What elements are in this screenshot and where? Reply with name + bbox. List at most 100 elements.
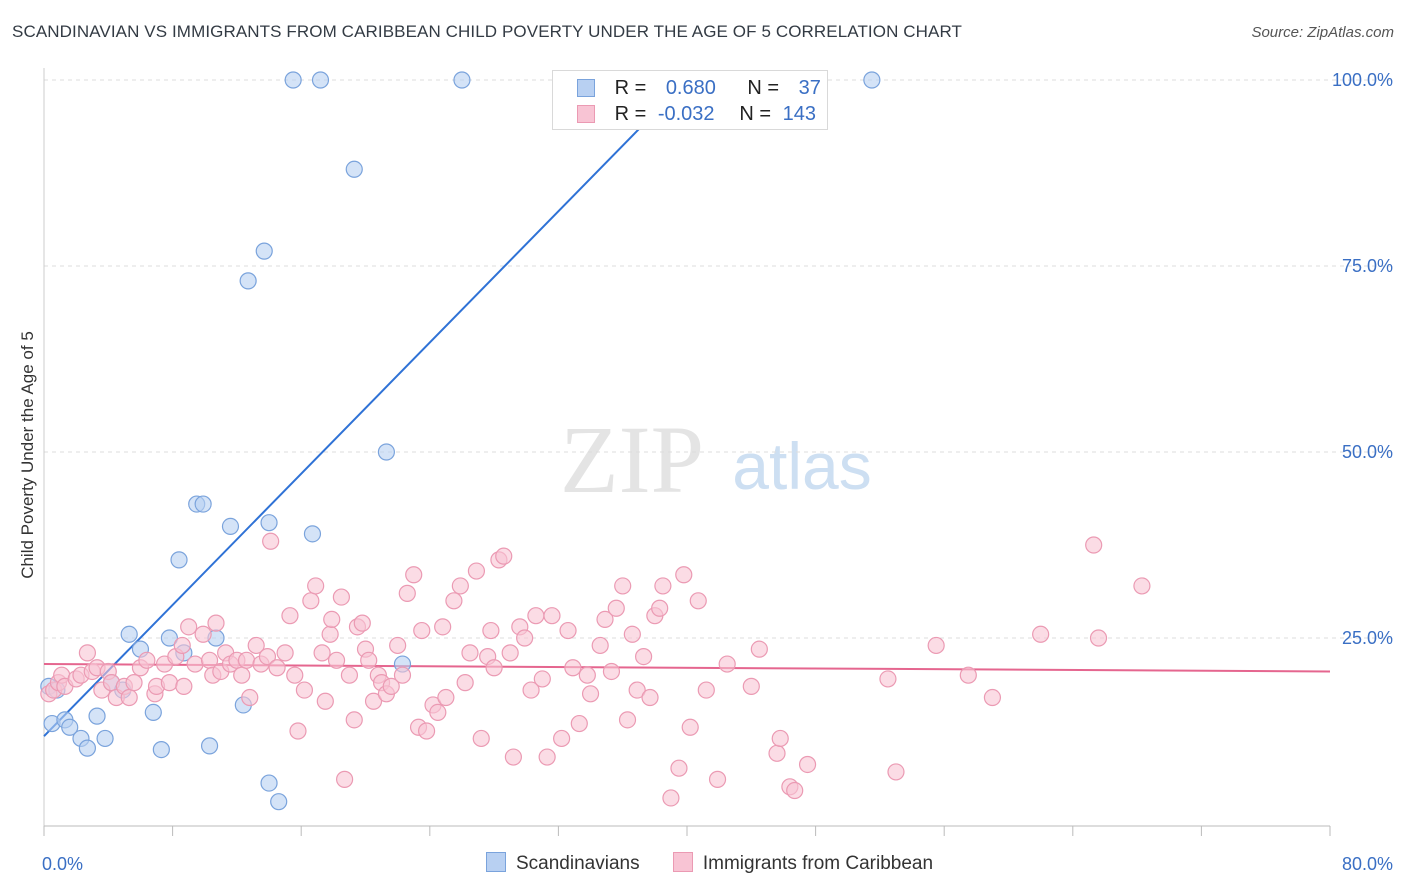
scandinavian-point bbox=[303, 525, 322, 543]
caribbean-point bbox=[959, 666, 977, 684]
caribbean-point bbox=[501, 644, 519, 662]
y-tick-label: 50.0% bbox=[1342, 442, 1393, 462]
x-tick-label: 0.0% bbox=[42, 854, 83, 874]
caribbean-point bbox=[581, 685, 600, 703]
caribbean-point bbox=[742, 677, 760, 695]
series-label-caribbean: Immigrants from Caribbean bbox=[702, 853, 934, 874]
caribbean-point bbox=[472, 729, 490, 748]
caribbean-point bbox=[543, 607, 561, 625]
caribbean-point bbox=[316, 692, 334, 710]
caribbean-point bbox=[1133, 577, 1151, 595]
caribbean-point bbox=[553, 729, 571, 748]
scandinavian-point bbox=[260, 774, 278, 792]
trend-line-scandinavians bbox=[43, 79, 688, 737]
caribbean-point bbox=[78, 644, 97, 662]
scandinavian-point bbox=[863, 71, 881, 89]
legend-r-value: 0.680 bbox=[665, 77, 716, 99]
caribbean-point bbox=[345, 711, 363, 729]
caribbean-point bbox=[323, 610, 341, 629]
scandinavian-point bbox=[260, 514, 278, 532]
caribbean-point bbox=[173, 636, 191, 655]
caribbean-point bbox=[313, 644, 331, 662]
series-legend-item-scandinavians[interactable]: Scandinavians bbox=[486, 852, 640, 875]
caribbean-point bbox=[120, 688, 138, 707]
watermark: ZIP atlas bbox=[560, 406, 872, 513]
caribbean-point bbox=[389, 636, 407, 655]
scandinavian-point bbox=[239, 272, 257, 290]
scandinavian-point bbox=[152, 740, 170, 759]
caribbean-point bbox=[332, 588, 350, 606]
scandinavian-point bbox=[61, 718, 79, 736]
legend-swatch-caribbean bbox=[577, 105, 595, 123]
caribbean-point bbox=[286, 666, 304, 684]
chart-title: SCANDINAVIAN VS IMMIGRANTS FROM CARIBBEA… bbox=[12, 22, 963, 41]
caribbean-point bbox=[336, 770, 354, 788]
scandinavian-point bbox=[120, 625, 138, 643]
scandinavian-point bbox=[311, 71, 330, 89]
caribbean-point bbox=[651, 599, 669, 617]
caribbean-point bbox=[798, 755, 817, 774]
caribbean-point bbox=[623, 625, 641, 643]
caribbean-point bbox=[533, 670, 551, 688]
legend-n-label: N = bbox=[739, 103, 772, 125]
caribbean-point bbox=[628, 681, 646, 699]
caribbean-point bbox=[718, 655, 736, 673]
scandinavian-point bbox=[453, 71, 471, 89]
y-tick-label: 25.0% bbox=[1342, 628, 1393, 648]
series-label-scandinavians: Scandinavians bbox=[516, 853, 640, 874]
caribbean-point bbox=[281, 607, 299, 625]
caribbean-point bbox=[307, 577, 325, 595]
caribbean-point bbox=[654, 577, 672, 595]
series-legend-item-caribbean[interactable]: Immigrants from Caribbean bbox=[672, 852, 934, 875]
caribbean-point bbox=[186, 655, 204, 673]
caribbean-point bbox=[485, 659, 503, 677]
legend-n-value: 37 bbox=[798, 77, 821, 99]
caribbean-point bbox=[340, 666, 359, 684]
scandinavian-point bbox=[144, 703, 162, 722]
caribbean-point bbox=[596, 610, 614, 629]
caribbean-point bbox=[467, 562, 486, 580]
y-axis-title: Child Poverty Under the Age of 5 bbox=[18, 331, 37, 579]
caribbean-point bbox=[538, 748, 556, 766]
caribbean-point bbox=[927, 636, 945, 655]
caribbean-point bbox=[353, 614, 371, 632]
caribbean-point bbox=[302, 592, 320, 610]
caribbean-point bbox=[413, 621, 431, 640]
caribbean-point bbox=[247, 636, 265, 655]
caribbean-point bbox=[445, 592, 463, 610]
caribbean-point bbox=[1085, 536, 1103, 554]
scandinavian-point bbox=[78, 739, 97, 757]
caribbean-point bbox=[289, 722, 307, 740]
caribbean-point bbox=[681, 718, 699, 736]
legend-swatch-scandinavians bbox=[577, 79, 595, 97]
caribbean-point bbox=[393, 666, 412, 684]
caribbean-point bbox=[194, 625, 212, 643]
legend-n-label: N = bbox=[747, 77, 780, 99]
caribbean-point bbox=[614, 577, 632, 595]
caribbean-point bbox=[607, 599, 625, 617]
source-label: Source: ZipAtlas.com bbox=[1251, 24, 1394, 41]
caribbean-point bbox=[570, 714, 588, 733]
caribbean-point bbox=[138, 651, 156, 669]
caribbean-point bbox=[578, 666, 596, 684]
caribbean-point bbox=[405, 566, 423, 584]
scandinavian-point bbox=[200, 737, 219, 755]
caribbean-point bbox=[180, 618, 198, 636]
x-tick-label: 80.0% bbox=[1342, 854, 1393, 874]
caribbean-point bbox=[327, 651, 346, 669]
caribbean-point bbox=[276, 644, 294, 662]
caribbean-point bbox=[504, 748, 522, 766]
caribbean-point bbox=[522, 681, 540, 699]
caribbean-point bbox=[559, 621, 577, 640]
caribbean-point bbox=[360, 651, 378, 669]
scandinavian-point bbox=[160, 629, 178, 647]
caribbean-point bbox=[708, 770, 727, 788]
caribbean-point bbox=[618, 711, 637, 729]
caribbean-point bbox=[768, 744, 786, 762]
scandinavian-point bbox=[221, 517, 240, 536]
legend-r-label: R = bbox=[614, 103, 647, 125]
legend-row-caribbean: R = -0.032 N = 143 bbox=[577, 103, 816, 129]
caribbean-point bbox=[516, 629, 534, 647]
series-swatch-caribbean bbox=[672, 852, 693, 872]
y-tick-label: 75.0% bbox=[1342, 256, 1393, 276]
